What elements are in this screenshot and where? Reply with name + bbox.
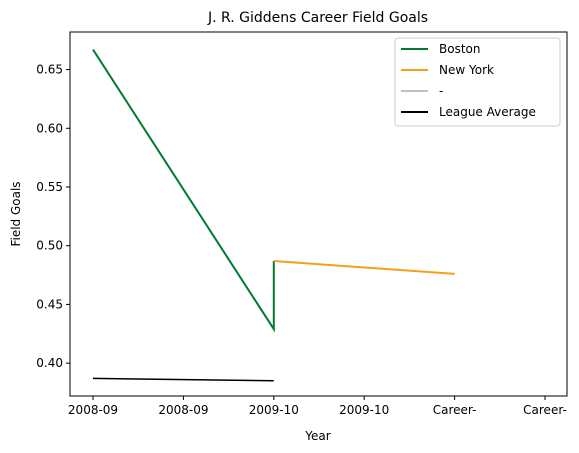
x-tick-label: 2009-10 [249, 403, 299, 417]
y-tick-label: 0.40 [36, 356, 63, 370]
x-axis-label: Year [304, 429, 330, 443]
y-tick-label: 0.65 [36, 63, 63, 77]
series-line-league-average [92, 377, 274, 382]
plot-frame [69, 31, 568, 397]
legend-label: - [439, 84, 443, 98]
x-tick-label: Career- [433, 403, 477, 417]
x-tick-label: Career- [523, 403, 567, 417]
chart-title: J. R. Giddens Career Field Goals [207, 10, 428, 26]
y-tick-label: 0.50 [36, 239, 63, 253]
x-tick-label: 2009-10 [339, 403, 389, 417]
plot-lines [92, 49, 455, 382]
legend-box [394, 37, 561, 127]
y-tick-label: 0.45 [36, 297, 63, 311]
series-line-boston [92, 49, 275, 333]
y-tick-label: 0.55 [36, 180, 63, 194]
legend: Boston New York - League Average [394, 37, 561, 127]
legend-label: New York [439, 63, 494, 77]
y-tick-label: 0.60 [36, 121, 63, 135]
x-axis-ticks: 2008-09 2008-09 2009-10 2009-10 Career- Caree… [68, 396, 567, 417]
series-line-new-york [273, 260, 455, 275]
x-tick-label: 2008-09 [158, 403, 208, 417]
legend-label: Boston [439, 42, 480, 56]
y-axis-ticks: 0.40 0.45 0.50 0.55 0.60 0.65 [36, 63, 70, 370]
y-axis-label: Field Goals [9, 181, 23, 246]
x-tick-label: 2008-09 [68, 403, 118, 417]
legend-label: League Average [439, 105, 536, 119]
